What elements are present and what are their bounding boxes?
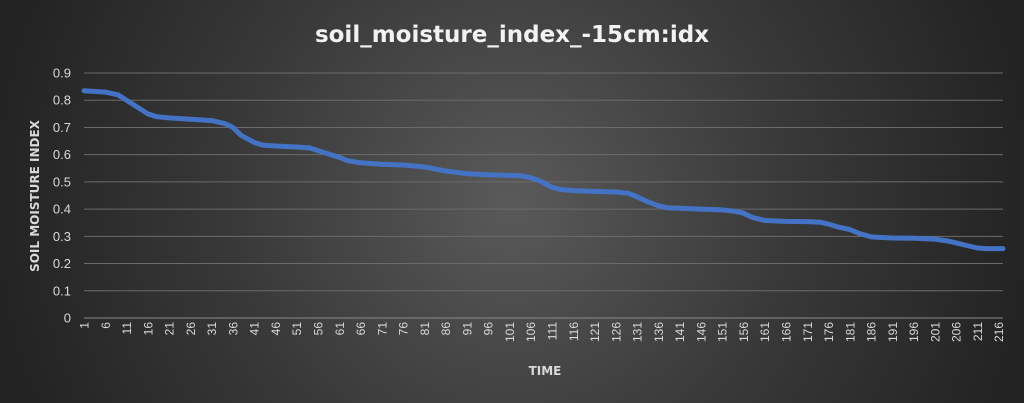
x-tick-label: 186 — [865, 322, 879, 342]
y-tick-label: 0.9 — [53, 66, 71, 81]
x-tick-label: 141 — [673, 322, 687, 342]
x-tick-label: 196 — [907, 322, 921, 342]
x-tick-label: 31 — [205, 322, 219, 336]
x-tick-label: 46 — [269, 322, 283, 336]
x-tick-label: 146 — [694, 322, 708, 342]
x-tick-label: 6 — [99, 322, 113, 329]
y-tick-label: 0.8 — [53, 93, 71, 108]
y-axis-ticks: 0 0.1 0.2 0.3 0.4 0.5 0.6 0.7 0.8 0.9 — [53, 66, 71, 326]
x-tick-label: 41 — [248, 322, 262, 336]
x-tick-label: 201 — [928, 322, 942, 342]
x-tick-label: 11 — [120, 322, 134, 335]
y-tick-label: 0.2 — [53, 256, 71, 271]
x-tick-label: 161 — [758, 322, 772, 342]
x-tick-label: 56 — [312, 322, 326, 336]
x-tick-label: 171 — [801, 322, 815, 342]
x-tick-label: 151 — [716, 322, 730, 342]
x-tick-label: 211 — [971, 322, 985, 341]
x-tick-label: 91 — [460, 322, 474, 336]
x-tick-label: 21 — [163, 322, 177, 336]
x-tick-label: 26 — [184, 322, 198, 336]
x-tick-label: 156 — [737, 322, 751, 342]
x-axis-ticks: 1 6 11 16 21 26 31 36 41 46 51 56 61 66 71 76 81 86 91 96 10… — [78, 322, 1007, 342]
chart-title: soil_moisture_index_-15cm:idx — [315, 22, 709, 48]
x-tick-label: 51 — [290, 322, 304, 336]
y-tick-label: 0.7 — [53, 120, 71, 135]
x-tick-label: 71 — [375, 322, 389, 336]
y-axis-title: SOIL MOISTURE INDEX — [28, 119, 42, 272]
y-tick-label: 0.1 — [53, 283, 71, 298]
x-tick-label: 81 — [418, 322, 432, 336]
x-tick-label: 166 — [780, 322, 794, 342]
x-tick-label: 66 — [354, 322, 368, 336]
x-tick-label: 86 — [439, 322, 453, 336]
x-tick-label: 206 — [950, 322, 964, 342]
y-tick-label: 0 — [64, 311, 71, 326]
x-tick-label: 116 — [567, 322, 581, 341]
x-tick-label: 76 — [397, 322, 411, 336]
y-tick-label: 0.5 — [53, 174, 71, 189]
y-tick-label: 0.6 — [53, 147, 71, 162]
x-tick-label: 126 — [609, 322, 623, 342]
series-layer — [81, 88, 1006, 252]
x-tick-label: 216 — [992, 322, 1006, 342]
x-tick-label: 191 — [886, 322, 900, 342]
x-tick-label: 121 — [588, 322, 602, 342]
x-tick-label: 16 — [141, 322, 155, 336]
x-tick-label: 101 — [503, 322, 517, 342]
x-axis-title: TIME — [529, 364, 562, 378]
x-tick-label: 136 — [652, 322, 666, 342]
x-tick-label: 106 — [524, 322, 538, 342]
x-tick-label: 61 — [333, 322, 347, 336]
x-tick-label: 176 — [822, 322, 836, 342]
x-tick-label: 36 — [226, 322, 240, 336]
y-tick-label: 0.4 — [53, 202, 71, 217]
x-tick-label: 1 — [78, 322, 92, 329]
series-line — [81, 88, 1006, 252]
x-tick-label: 131 — [631, 322, 645, 342]
x-tick-label: 181 — [843, 322, 857, 342]
x-tick-label: 96 — [482, 322, 496, 336]
y-tick-label: 0.3 — [53, 229, 71, 244]
x-tick-label: 111 — [546, 322, 560, 341]
